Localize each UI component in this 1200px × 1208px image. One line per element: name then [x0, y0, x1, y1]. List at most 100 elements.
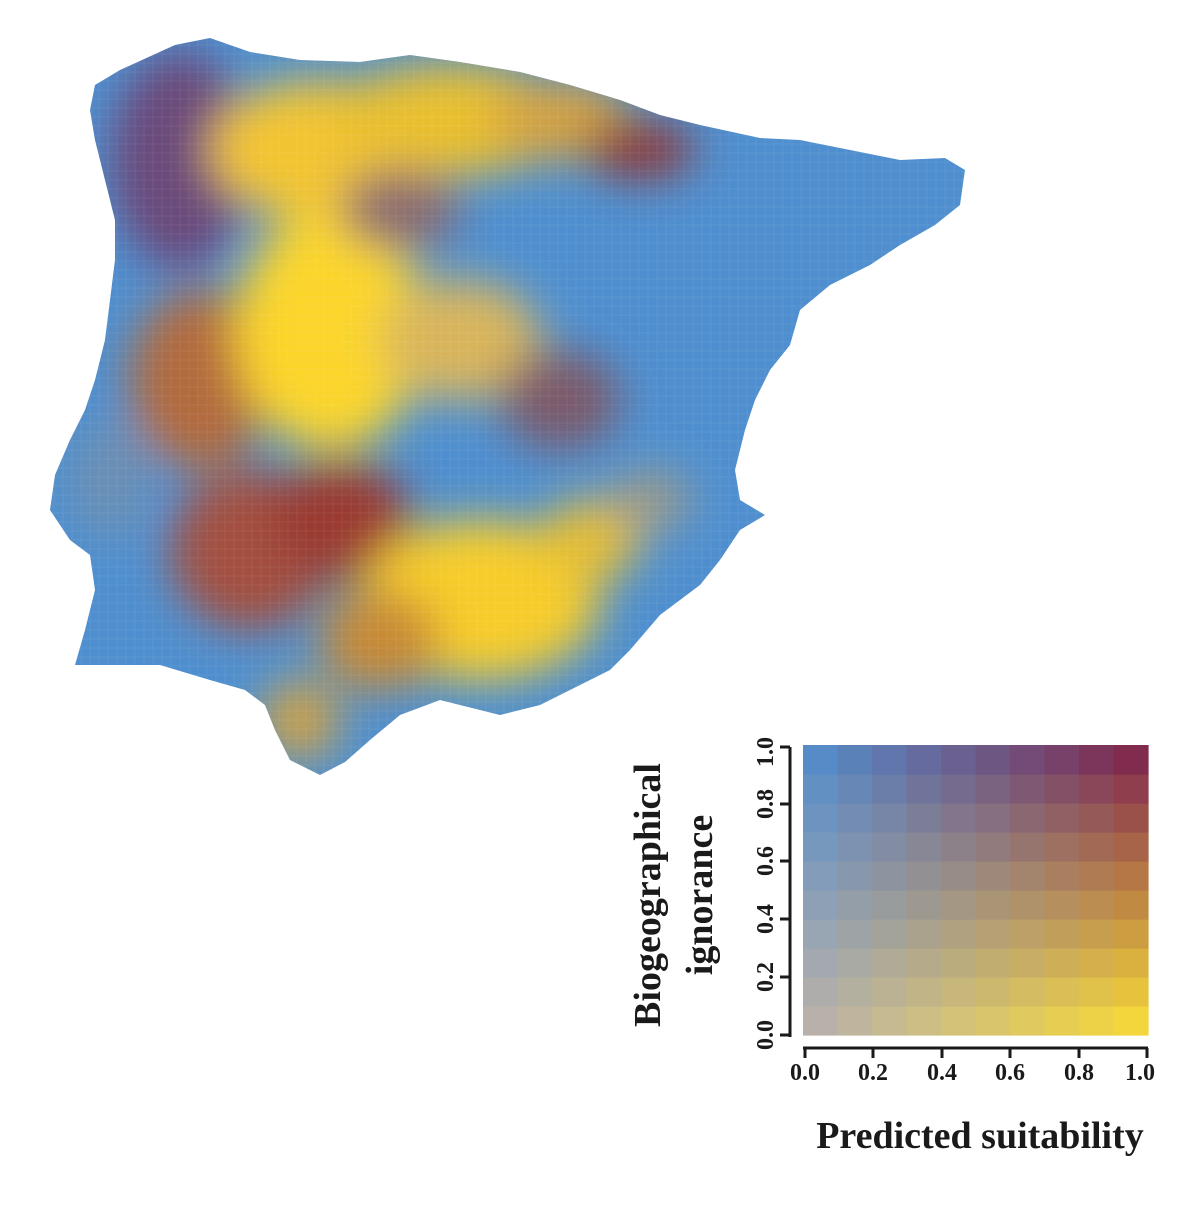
legend-cell	[941, 745, 977, 775]
legend-cell	[837, 832, 873, 862]
legend-cell	[941, 803, 977, 833]
legend-cell	[1044, 1006, 1080, 1036]
legend-cell	[1113, 948, 1149, 978]
legend-cell	[941, 861, 977, 891]
legend-cell	[906, 861, 942, 891]
legend-cell	[872, 890, 908, 920]
legend-cell	[906, 774, 942, 804]
legend-cell	[1044, 890, 1080, 920]
legend-cell	[1044, 803, 1080, 833]
legend-cell	[941, 1006, 977, 1036]
legend-cell	[1079, 832, 1115, 862]
x-axis-ticks	[803, 1048, 1149, 1058]
legend-cell	[803, 948, 839, 978]
legend-cell	[872, 948, 908, 978]
legend-cell	[1044, 919, 1080, 949]
legend-cell	[975, 890, 1011, 920]
y-axis-title-line2: ignorance	[679, 815, 721, 975]
x-tick-label: 0.2	[858, 1060, 888, 1086]
legend-cell	[1113, 919, 1149, 949]
legend-cell	[1113, 890, 1149, 920]
legend-cell	[1010, 861, 1046, 891]
y-tick-label: 0.4	[753, 904, 779, 934]
legend-cell	[1044, 774, 1080, 804]
legend-cell	[941, 890, 977, 920]
legend-cell	[803, 919, 839, 949]
legend-cell	[906, 1006, 942, 1036]
legend-color-grid	[803, 745, 1149, 1036]
y-axis-title-line1: Biogeographical	[627, 763, 669, 1027]
legend-cell	[837, 919, 873, 949]
legend-cell	[941, 948, 977, 978]
legend-cell	[941, 832, 977, 862]
legend-cell	[837, 861, 873, 891]
legend-cell	[975, 948, 1011, 978]
legend-cell	[1044, 948, 1080, 978]
x-tick-labels: 0.0 0.2 0.4 0.6 0.8 1.0	[790, 1060, 1155, 1086]
legend-cell	[803, 832, 839, 862]
legend-cell	[1079, 1006, 1115, 1036]
legend-cell	[1010, 774, 1046, 804]
legend-cell	[872, 745, 908, 775]
legend-cell	[872, 774, 908, 804]
y-tick-label: 0.6	[753, 846, 779, 876]
legend-cell	[872, 919, 908, 949]
legend-cell	[975, 803, 1011, 833]
legend-cell	[872, 861, 908, 891]
legend-cell	[906, 919, 942, 949]
legend-cell	[1113, 861, 1149, 891]
x-tick-label: 0.6	[995, 1060, 1025, 1086]
legend-cell	[1010, 1006, 1046, 1036]
legend-cell	[872, 832, 908, 862]
y-tick-labels: 0.0 0.2 0.4 0.6 0.8 1.0	[753, 737, 779, 1050]
legend-cell	[1113, 977, 1149, 1007]
legend-cell	[803, 745, 839, 775]
legend-cell	[941, 774, 977, 804]
legend-cell	[1113, 803, 1149, 833]
legend-cell	[941, 977, 977, 1007]
legend-cell	[1044, 977, 1080, 1007]
legend-cell	[1079, 861, 1115, 891]
legend-cell	[1044, 832, 1080, 862]
legend-cell	[1113, 1006, 1149, 1036]
y-tick-label: 0.0	[753, 1020, 779, 1050]
legend-cell	[906, 803, 942, 833]
legend-cell	[803, 977, 839, 1007]
legend-cell	[1079, 803, 1115, 833]
legend-cell	[803, 861, 839, 891]
legend-cell	[1079, 774, 1115, 804]
legend-cell	[1044, 745, 1080, 775]
legend-cell	[837, 948, 873, 978]
legend-cell	[1010, 919, 1046, 949]
legend-cell	[1010, 977, 1046, 1007]
legend-cell	[975, 919, 1011, 949]
x-tick-label: 0.4	[927, 1060, 957, 1086]
legend-cell	[1079, 977, 1115, 1007]
legend-cell	[1079, 890, 1115, 920]
legend-cell	[1010, 948, 1046, 978]
y-tick-label: 0.2	[753, 962, 779, 992]
legend-cell	[803, 890, 839, 920]
legend-cell	[1113, 745, 1149, 775]
legend-cell	[1044, 861, 1080, 891]
legend-cell	[803, 1006, 839, 1036]
y-axis-ticks	[780, 745, 790, 1037]
legend-cell	[975, 977, 1011, 1007]
legend-cell	[1079, 745, 1115, 775]
legend-cell	[803, 803, 839, 833]
legend-cell	[837, 774, 873, 804]
legend-cell	[872, 803, 908, 833]
legend-cell	[1010, 890, 1046, 920]
x-tick-label: 0.8	[1064, 1060, 1094, 1086]
legend-cell	[906, 745, 942, 775]
legend-cell	[975, 1006, 1011, 1036]
legend-cell	[837, 745, 873, 775]
legend-cell	[803, 774, 839, 804]
y-tick-label: 0.8	[753, 789, 779, 819]
legend-cell	[1079, 948, 1115, 978]
legend-cell	[837, 803, 873, 833]
legend-cell	[837, 890, 873, 920]
legend-cell	[975, 774, 1011, 804]
